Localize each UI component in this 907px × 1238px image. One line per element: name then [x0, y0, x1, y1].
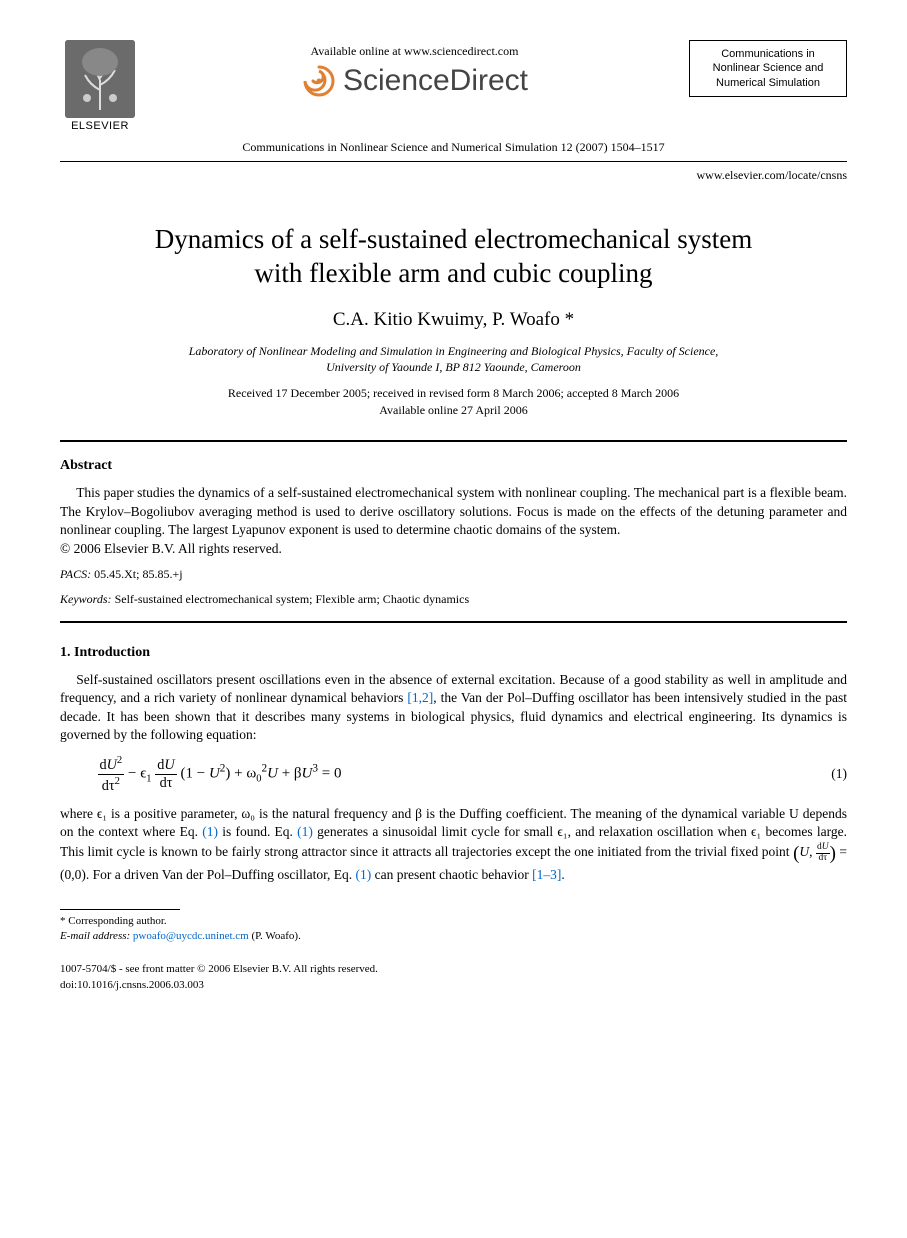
section-rule: [60, 621, 847, 623]
equation-ref-link[interactable]: (1): [297, 824, 313, 839]
front-matter: 1007-5704/$ - see front matter © 2006 El…: [60, 962, 847, 993]
corresponding-label: * Corresponding author.: [60, 914, 847, 929]
corresponding-author-footnote: * Corresponding author. E-mail address: …: [60, 914, 847, 945]
journal-title-box: Communications in Nonlinear Science and …: [689, 40, 847, 97]
affiliation-line: Laboratory of Nonlinear Modeling and Sim…: [189, 344, 719, 358]
keywords-value: Self-sustained electromechanical system;…: [112, 592, 470, 606]
dates-line: Available online 27 April 2006: [379, 403, 527, 417]
sciencedirect-logo: ScienceDirect: [140, 63, 689, 99]
authors: C.A. Kitio Kwuimy, P. Woafo *: [60, 309, 847, 331]
citation-link[interactable]: [1–3]: [532, 867, 561, 882]
journal-box-line: Nonlinear Science and: [698, 61, 838, 75]
equation-ref-link[interactable]: (1): [202, 824, 218, 839]
title-line: Dynamics of a self-sustained electromech…: [155, 224, 753, 254]
citation-link[interactable]: [1,2]: [407, 690, 433, 705]
article-dates: Received 17 December 2005; received in r…: [60, 385, 847, 419]
journal-url[interactable]: www.elsevier.com/locate/cnsns: [60, 168, 847, 183]
affiliation-line: University of Yaounde I, BP 812 Yaounde,…: [326, 360, 581, 374]
sciencedirect-swirl-icon: [301, 63, 337, 99]
intro-paragraph-2: where ϵ₁ is a positive parameter, ω₀ is …: [60, 805, 847, 885]
equation-ref-link[interactable]: (1): [356, 867, 372, 882]
abstract-text: This paper studies the dynamics of a sel…: [60, 484, 847, 539]
header-rule: [60, 161, 847, 162]
intro-paragraph-1: Self-sustained oscillators present oscil…: [60, 671, 847, 744]
journal-box-line: Numerical Simulation: [698, 76, 838, 90]
doi-line: doi:10.1016/j.cnsns.2006.03.003: [60, 978, 847, 993]
intro-text: is found. Eq.: [218, 824, 297, 839]
pacs-value: 05.45.Xt; 85.85.+j: [91, 567, 182, 581]
intro-text: can present chaotic behavior: [371, 867, 532, 882]
email-line: E-mail address: pwoafo@uycdc.uninet.cm (…: [60, 929, 847, 944]
front-matter-line: 1007-5704/$ - see front matter © 2006 El…: [60, 962, 847, 977]
elsevier-tree-icon: [65, 40, 135, 118]
introduction-heading: 1. Introduction: [60, 645, 847, 661]
elsevier-label: ELSEVIER: [71, 120, 129, 132]
dates-line: Received 17 December 2005; received in r…: [228, 386, 679, 400]
equation-1: dU2dτ2 − ϵ1 dUdτ (1 − U2) + ω02U + βU3 =…: [98, 754, 848, 795]
citation-line: Communications in Nonlinear Science and …: [60, 140, 847, 155]
intro-text: . For a driven Van der Pol–Duffing oscil…: [86, 867, 356, 882]
sciencedirect-wordmark: ScienceDirect: [343, 64, 528, 98]
title-line: with flexible arm and cubic coupling: [254, 258, 652, 288]
email-label: E-mail address:: [60, 930, 130, 942]
equation-number: (1): [831, 766, 847, 782]
pacs-line: PACS: 05.45.Xt; 85.85.+j: [60, 567, 847, 582]
article-title: Dynamics of a self-sustained electromech…: [60, 223, 847, 291]
header-row: ELSEVIER Available online at www.science…: [60, 40, 847, 132]
intro-text: .: [561, 867, 564, 882]
section-rule: [60, 440, 847, 442]
article-page: ELSEVIER Available online at www.science…: [0, 0, 907, 1033]
abstract-heading: Abstract: [60, 458, 847, 474]
center-header: Available online at www.sciencedirect.co…: [140, 40, 689, 99]
affiliation: Laboratory of Nonlinear Modeling and Sim…: [60, 343, 847, 375]
author-email-link[interactable]: pwoafo@uycdc.uninet.cm: [133, 930, 249, 942]
keywords-label: Keywords:: [60, 592, 112, 606]
keywords-line: Keywords: Self-sustained electromechanic…: [60, 592, 847, 607]
available-online-text: Available online at www.sciencedirect.co…: [140, 44, 689, 59]
equation-content: dU2dτ2 − ϵ1 dUdτ (1 − U2) + ω02U + βU3 =…: [98, 754, 342, 795]
footnote-rule: [60, 909, 180, 910]
copyright-line: © 2006 Elsevier B.V. All rights reserved…: [60, 541, 847, 557]
pacs-label: PACS:: [60, 567, 91, 581]
journal-box-line: Communications in: [698, 47, 838, 61]
email-author: (P. Woafo).: [249, 930, 301, 942]
publisher-block: ELSEVIER: [60, 40, 140, 132]
